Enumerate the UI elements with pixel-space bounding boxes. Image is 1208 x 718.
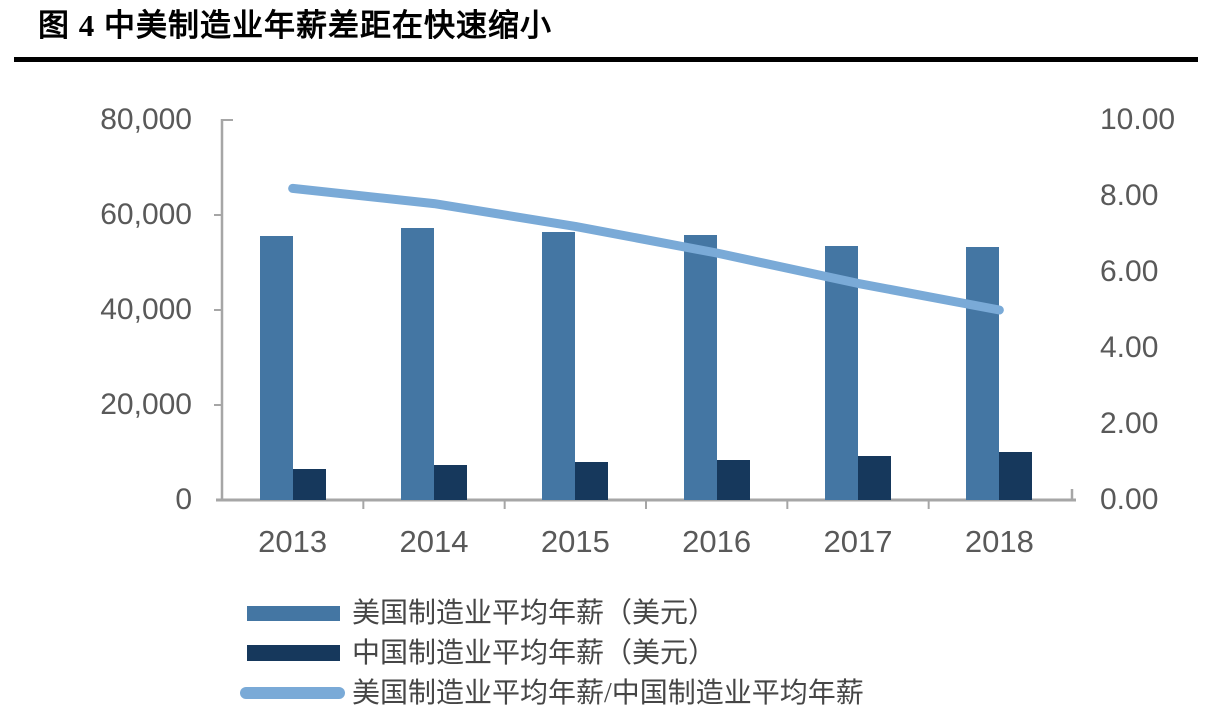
left-axis-tick-label: 0: [175, 483, 192, 516]
right-axis-tick-label: 8.00: [1100, 179, 1159, 212]
x-axis-year-label: 2018: [964, 524, 1034, 559]
us-salary-bar-2016: [683, 235, 717, 500]
x-axis-year-label: 2014: [399, 524, 469, 559]
china-salary-bar-2018: [999, 451, 1033, 500]
china-salary-bar-2014: [434, 465, 467, 500]
legend-label: 美国制造业平均年薪/中国制造业平均年薪: [352, 678, 864, 709]
china-salary-bar-2015: [575, 462, 609, 500]
legend-swatch-us-bar: [247, 606, 340, 621]
us-salary-bar-2017: [825, 245, 858, 500]
china-salary-bar-2016: [716, 459, 750, 500]
left-axis-tick-label: 20,000: [100, 388, 192, 421]
left-axis-tick-label: 80,000: [100, 103, 192, 136]
legend-swatch-ratio-line: [240, 687, 345, 699]
right-axis-tick-label: 4.00: [1100, 331, 1159, 364]
right-axis-tick-label: 0.00: [1100, 483, 1159, 516]
legend-label: 美国制造业平均年薪（美元）: [352, 598, 717, 629]
x-axis-year-label: 2015: [540, 524, 610, 559]
right-axis-tick-label: 2.00: [1100, 407, 1159, 440]
right-axis-tick-label: 10.00: [1100, 103, 1176, 136]
china-salary-bar-2013: [292, 469, 326, 500]
us-salary-bar-2013: [259, 235, 293, 500]
figure-title: 图 4 中美制造业年薪差距在快速缩小: [38, 8, 552, 43]
left-axis-tick-label: 40,000: [100, 293, 192, 326]
left-axis-tick-label: 60,000: [100, 198, 192, 231]
us-salary-bar-2018: [966, 247, 1000, 500]
x-axis-year-label: 2016: [682, 524, 752, 559]
legend-swatch-china-bar: [247, 645, 340, 661]
china-salary-bar-2017: [858, 456, 891, 500]
x-axis-year-label: 2013: [258, 524, 328, 559]
us-salary-bar-2014: [401, 227, 434, 500]
x-axis-year-label: 2017: [823, 524, 893, 559]
title-rule: [14, 57, 1198, 62]
right-axis-tick-label: 6.00: [1100, 255, 1159, 288]
legend-label: 中国制造业平均年薪（美元）: [352, 638, 717, 669]
us-salary-bar-2015: [542, 232, 576, 500]
ratio-line: [288, 183, 1004, 315]
